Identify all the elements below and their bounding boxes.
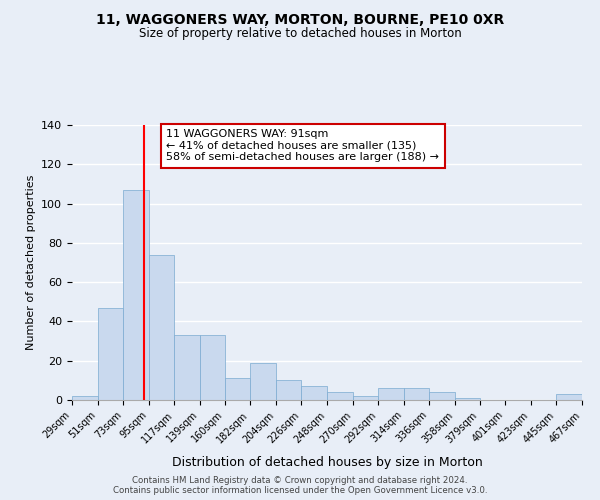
Bar: [378, 388, 404, 400]
Bar: [224, 378, 250, 400]
Bar: [250, 362, 276, 400]
Text: Size of property relative to detached houses in Morton: Size of property relative to detached ho…: [139, 28, 461, 40]
Bar: [276, 380, 301, 400]
Bar: [556, 394, 582, 400]
Bar: [123, 190, 149, 400]
Bar: [327, 392, 353, 400]
Bar: [301, 386, 327, 400]
Bar: [404, 388, 430, 400]
Text: 11 WAGGONERS WAY: 91sqm
← 41% of detached houses are smaller (135)
58% of semi-d: 11 WAGGONERS WAY: 91sqm ← 41% of detache…: [166, 129, 439, 162]
Y-axis label: Number of detached properties: Number of detached properties: [26, 175, 35, 350]
Bar: [200, 335, 224, 400]
Bar: [353, 396, 378, 400]
Bar: [98, 308, 123, 400]
Bar: [430, 392, 455, 400]
Bar: [175, 335, 200, 400]
Bar: [455, 398, 479, 400]
Text: Contains HM Land Registry data © Crown copyright and database right 2024.: Contains HM Land Registry data © Crown c…: [132, 476, 468, 485]
Bar: [149, 254, 175, 400]
X-axis label: Distribution of detached houses by size in Morton: Distribution of detached houses by size …: [172, 456, 482, 468]
Bar: [72, 396, 98, 400]
Text: 11, WAGGONERS WAY, MORTON, BOURNE, PE10 0XR: 11, WAGGONERS WAY, MORTON, BOURNE, PE10 …: [96, 12, 504, 26]
Text: Contains public sector information licensed under the Open Government Licence v3: Contains public sector information licen…: [113, 486, 487, 495]
